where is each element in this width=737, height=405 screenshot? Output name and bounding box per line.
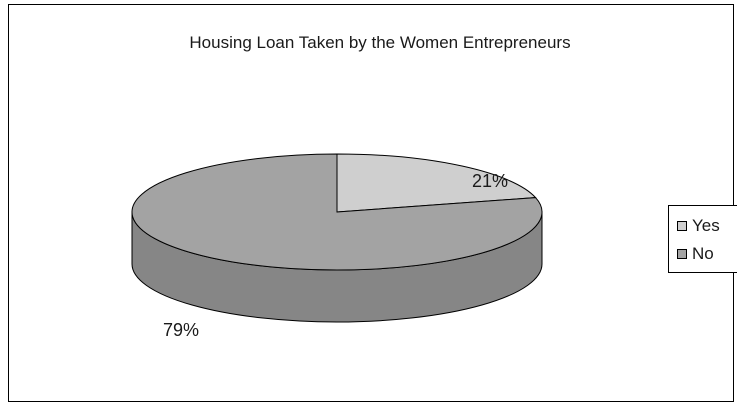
slice-label-no: 79% — [163, 320, 199, 340]
legend-item-no: No — [677, 244, 714, 264]
chart-title: Housing Loan Taken by the Women Entrepre… — [189, 33, 570, 52]
legend: Yes No — [668, 205, 737, 273]
pie-group — [131, 153, 543, 323]
slice-no — [131, 153, 543, 271]
legend-swatch-yes — [677, 221, 687, 231]
legend-item-yes: Yes — [677, 216, 720, 236]
legend-label-yes: Yes — [692, 216, 720, 235]
slice-label-yes: 21% — [472, 171, 508, 191]
legend-label-no: No — [692, 244, 714, 263]
legend-swatch-no — [677, 249, 687, 259]
slice-yes — [336, 153, 537, 213]
